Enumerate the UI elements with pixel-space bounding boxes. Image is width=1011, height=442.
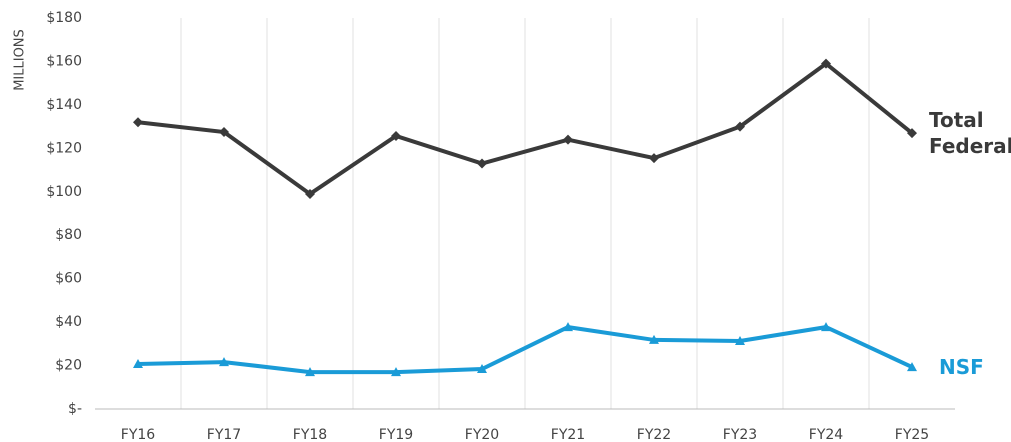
point (391, 130, 401, 141)
point (907, 128, 917, 139)
y-axis-label: MILLIONS (13, 29, 28, 91)
point (735, 336, 745, 346)
point (735, 121, 745, 132)
series-line (137, 325, 913, 375)
point (821, 322, 831, 332)
y-tick-label: $60 (55, 271, 82, 287)
point (305, 188, 315, 199)
y-tick-label: $40 (55, 314, 82, 330)
point (477, 364, 487, 374)
point (649, 334, 659, 344)
point (219, 127, 229, 138)
point (305, 367, 315, 377)
x-tick-label: FY21 (551, 427, 585, 442)
point (391, 367, 401, 377)
y-tick-label: $140 (46, 97, 82, 113)
x-tick-label: FY16 (121, 427, 156, 442)
point (563, 134, 573, 145)
y-tick-label: $- (68, 401, 82, 417)
y-tick-label: $180 (46, 10, 82, 26)
x-tick-label: FY25 (895, 427, 929, 442)
x-tick-label: FY24 (809, 427, 844, 442)
point (477, 158, 487, 169)
series-label: Total Federal (929, 108, 1011, 159)
point (649, 153, 659, 164)
point (133, 117, 143, 128)
point (907, 362, 917, 372)
y-tick-label: $20 (55, 358, 82, 374)
x-tick-label: FY17 (207, 427, 241, 442)
point (563, 322, 573, 332)
x-tick-label: FY18 (293, 427, 327, 442)
point (133, 359, 143, 369)
y-tick-label: $80 (55, 227, 82, 243)
point (219, 357, 229, 367)
point (821, 58, 831, 69)
series-label: NSF (939, 355, 984, 380)
series-line (137, 61, 914, 197)
x-tick-label: FY19 (379, 427, 413, 442)
x-tick-label: FY23 (723, 427, 757, 442)
y-tick-label: $120 (46, 140, 82, 156)
x-tick-label: FY22 (637, 427, 671, 442)
y-tick-label: $100 (46, 184, 82, 200)
x-tick-label: FY20 (465, 427, 499, 442)
y-tick-label: $160 (46, 53, 82, 69)
